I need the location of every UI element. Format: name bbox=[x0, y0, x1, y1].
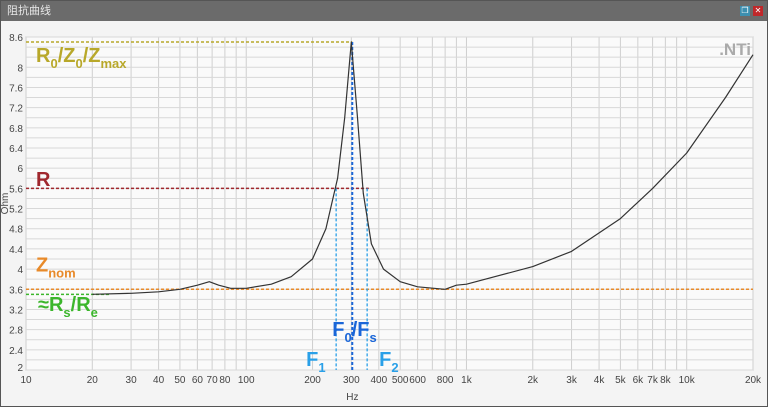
label-part: /Z bbox=[83, 45, 101, 67]
y-tick-label: 5.2 bbox=[9, 205, 23, 216]
label-part: R bbox=[36, 169, 51, 191]
label-part: 1 bbox=[318, 360, 325, 375]
label-part: 0 bbox=[75, 56, 82, 71]
close-icon[interactable]: ✕ bbox=[753, 6, 763, 16]
x-tick-label: 4k bbox=[594, 375, 606, 386]
x-tick-label: 40 bbox=[153, 375, 165, 386]
x-tick-label: 10 bbox=[20, 375, 32, 386]
x-tick-label: 1k bbox=[461, 375, 473, 386]
znom-label: Znom bbox=[36, 255, 76, 281]
y-tick-label: 5.6 bbox=[9, 184, 23, 195]
plot-area bbox=[25, 36, 754, 371]
y-tick-label: 7.6 bbox=[9, 83, 23, 94]
zmax-label: R0/Z0/Zmax bbox=[36, 45, 127, 71]
r-label: R bbox=[36, 169, 51, 191]
x-tick-label: 20k bbox=[745, 375, 762, 386]
y-tick-label: 8 bbox=[17, 63, 23, 74]
x-tick-label: 8k bbox=[660, 375, 672, 386]
label-part: ≈R bbox=[38, 294, 64, 316]
x-tick-label: 50 bbox=[174, 375, 186, 386]
label-part: 0 bbox=[344, 330, 351, 345]
y-tick-label: 7.2 bbox=[9, 104, 23, 115]
f2-label: F2 bbox=[379, 349, 398, 375]
y-tick-label: 4.4 bbox=[9, 245, 23, 256]
x-tick-label: 800 bbox=[437, 375, 454, 386]
y-tick-label: 2.8 bbox=[9, 326, 23, 337]
label-part: F bbox=[332, 319, 344, 341]
x-tick-label: 400 bbox=[370, 375, 387, 386]
x-tick-label: 80 bbox=[219, 375, 231, 386]
x-tick-label: 60 bbox=[192, 375, 204, 386]
x-tick-label: 3k bbox=[566, 375, 578, 386]
y-tick-label: 6.8 bbox=[9, 124, 23, 135]
y-tick-label: 2 bbox=[17, 363, 23, 374]
label-part: /R bbox=[71, 294, 92, 316]
x-tick-label: 70 bbox=[207, 375, 219, 386]
impedance-curve bbox=[92, 41, 754, 295]
x-tick-label: 200 bbox=[304, 375, 321, 386]
x-tick-label: 100 bbox=[238, 375, 255, 386]
title-bar: 阻抗曲线 ❐ ✕ bbox=[1, 1, 767, 21]
x-tick-label: 2k bbox=[527, 375, 539, 386]
label-part: s bbox=[63, 305, 70, 320]
y-tick-label: 3.2 bbox=[9, 305, 23, 316]
x-tick-label: 5k bbox=[615, 375, 627, 386]
x-tick-label: 6k bbox=[633, 375, 645, 386]
impedance-chart: 10 20 30 40 50 60 70 80 100 200 300 400 500 600 800 1k 2… bbox=[0, 33, 762, 403]
y-tick-label: 8.6 bbox=[9, 33, 23, 44]
x-tick-label: 300 bbox=[343, 375, 360, 386]
label-part: R bbox=[36, 45, 51, 67]
f0-label: F0/Fs bbox=[332, 319, 376, 345]
y-axis-label: Ohm bbox=[0, 193, 11, 215]
restore-icon[interactable]: ❐ bbox=[740, 6, 750, 16]
x-tick-label: 30 bbox=[126, 375, 138, 386]
label-part: nom bbox=[48, 266, 75, 281]
window-title: 阻抗曲线 bbox=[7, 4, 51, 17]
label-part: s bbox=[369, 330, 376, 345]
label-part: e bbox=[91, 305, 98, 320]
nti-logo: .NTi bbox=[719, 40, 751, 59]
x-tick-label: 7k bbox=[647, 375, 659, 386]
label-part: 0 bbox=[50, 56, 57, 71]
y-tick-label: 2.4 bbox=[9, 346, 23, 357]
y-tick-label: 3.6 bbox=[9, 285, 23, 296]
label-part: Z bbox=[36, 255, 48, 277]
y-tick-label: 6 bbox=[17, 164, 23, 175]
label-part: max bbox=[100, 56, 127, 71]
label-part: /F bbox=[352, 319, 370, 341]
y-tick-label: 4.8 bbox=[9, 225, 23, 236]
x-axis-label: Hz bbox=[346, 392, 358, 403]
y-tick-label: 6.4 bbox=[9, 144, 23, 155]
x-tick-label: 600 bbox=[409, 375, 426, 386]
label-part: /Z bbox=[58, 45, 76, 67]
rs-label: ≈Rs/Re bbox=[38, 294, 98, 320]
x-tick-label: 500 bbox=[392, 375, 409, 386]
f1-label: F1 bbox=[306, 349, 325, 375]
y-tick-label: 4 bbox=[17, 265, 23, 276]
x-tick-label: 20 bbox=[87, 375, 99, 386]
label-part: 2 bbox=[391, 360, 398, 375]
label-part: F bbox=[306, 349, 318, 371]
label-part: F bbox=[379, 349, 391, 371]
x-tick-label: 10k bbox=[679, 375, 696, 386]
